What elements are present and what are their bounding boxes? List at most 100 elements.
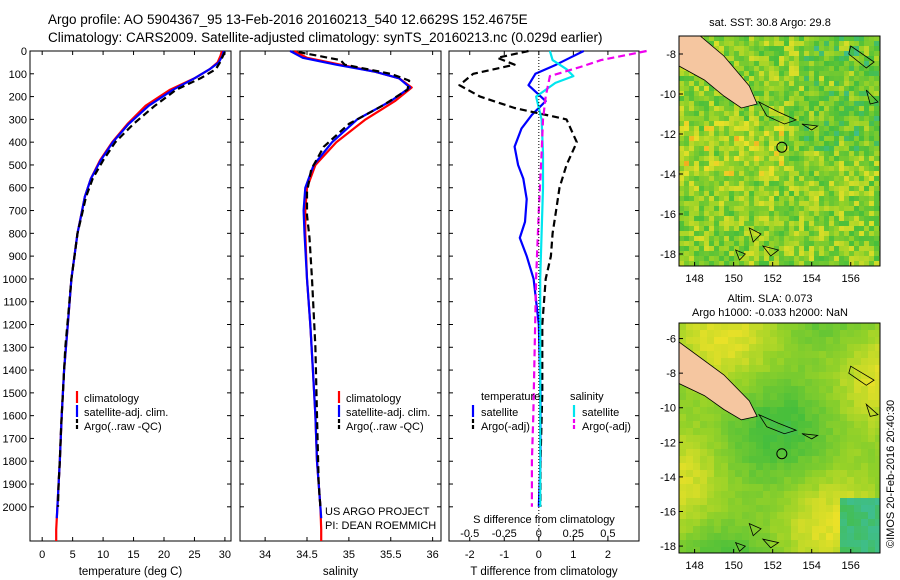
map-cell bbox=[826, 421, 834, 429]
map-cell bbox=[754, 116, 760, 122]
map-cell bbox=[849, 121, 855, 127]
map-cell bbox=[789, 256, 795, 262]
map-cell bbox=[759, 251, 765, 257]
map-cell bbox=[804, 216, 810, 222]
map-cell bbox=[719, 131, 725, 137]
sst-map-title: sat. SST: 30.8 Argo: 29.8 bbox=[709, 17, 831, 29]
map-cell bbox=[804, 71, 810, 77]
map-cell bbox=[774, 96, 780, 102]
map-cell bbox=[805, 547, 813, 553]
map-cell bbox=[844, 51, 850, 57]
map-cell bbox=[774, 106, 780, 112]
map-cell bbox=[689, 246, 695, 252]
map-cell bbox=[814, 136, 820, 142]
map-cell bbox=[754, 216, 760, 222]
map-cell bbox=[729, 101, 735, 107]
map-cell bbox=[774, 176, 780, 182]
map-cell bbox=[734, 181, 740, 187]
map-cell bbox=[834, 151, 840, 157]
map-cell bbox=[707, 407, 715, 415]
map-cell bbox=[854, 519, 862, 527]
map-cell bbox=[721, 526, 729, 534]
map-cell bbox=[824, 116, 830, 122]
map-cell bbox=[749, 540, 757, 548]
map-cell bbox=[798, 491, 806, 499]
map-cell bbox=[847, 414, 855, 422]
map-cell bbox=[694, 106, 700, 112]
map-x-tick-label: 156 bbox=[842, 560, 860, 572]
map-cell bbox=[874, 76, 880, 82]
map-cell bbox=[829, 201, 835, 207]
map-cell bbox=[739, 111, 745, 117]
map-cell bbox=[869, 236, 875, 242]
map-cell bbox=[874, 156, 880, 162]
map-cell bbox=[794, 91, 800, 97]
map-cell bbox=[756, 456, 764, 464]
map-cell bbox=[809, 136, 815, 142]
map-cell bbox=[779, 211, 785, 217]
y-tick-label: 700 bbox=[9, 206, 27, 218]
map-cell bbox=[834, 191, 840, 197]
map-cell bbox=[724, 221, 730, 227]
map-cell bbox=[742, 470, 750, 478]
map-cell bbox=[684, 241, 690, 247]
map-cell bbox=[689, 216, 695, 222]
series-satellite-adj-clim- bbox=[289, 50, 412, 519]
map-cell bbox=[834, 86, 840, 92]
map-cell bbox=[875, 323, 880, 331]
map-cell bbox=[799, 111, 805, 117]
map-cell bbox=[734, 211, 740, 217]
map-cell bbox=[759, 66, 765, 72]
map-cell bbox=[707, 435, 715, 443]
map-cell bbox=[729, 226, 735, 232]
map-cell bbox=[861, 414, 869, 422]
map-cell bbox=[826, 449, 834, 457]
map-cell bbox=[770, 414, 778, 422]
map-x-tick-label: 148 bbox=[685, 560, 703, 572]
map-cell bbox=[859, 91, 865, 97]
map-cell bbox=[754, 81, 760, 87]
map-cell bbox=[805, 505, 813, 513]
x-tick-label: 0 bbox=[536, 549, 542, 561]
map-cell bbox=[864, 116, 870, 122]
map-cell bbox=[859, 71, 865, 77]
map-cell bbox=[805, 456, 813, 464]
map-cell bbox=[791, 533, 799, 541]
map-cell bbox=[699, 81, 705, 87]
map-cell bbox=[686, 393, 694, 401]
map-cell bbox=[840, 449, 848, 457]
map-cell bbox=[709, 101, 715, 107]
map-cell bbox=[749, 161, 755, 167]
map-cell bbox=[791, 344, 799, 352]
map-cell bbox=[839, 56, 845, 62]
map-cell bbox=[854, 414, 862, 422]
map-cell bbox=[749, 400, 757, 408]
map-cell bbox=[847, 484, 855, 492]
map-cell bbox=[774, 131, 780, 137]
map-cell bbox=[874, 101, 880, 107]
map-cell bbox=[754, 86, 760, 92]
map-cell bbox=[869, 161, 875, 167]
map-cell bbox=[744, 46, 750, 52]
map-cell bbox=[799, 191, 805, 197]
map-cell bbox=[829, 216, 835, 222]
map-cell bbox=[744, 206, 750, 212]
map-cell bbox=[834, 196, 840, 202]
map-cell bbox=[844, 131, 850, 137]
map-cell bbox=[714, 181, 720, 187]
map-cell bbox=[769, 176, 775, 182]
map-cell bbox=[734, 56, 740, 62]
map-cell bbox=[875, 484, 880, 492]
map-cell bbox=[770, 505, 778, 513]
map-cell bbox=[707, 358, 715, 366]
map-cell bbox=[804, 256, 810, 262]
y-tick-label: 200 bbox=[9, 92, 27, 104]
map-cell bbox=[819, 201, 825, 207]
map-cell bbox=[714, 111, 720, 117]
map-cell bbox=[839, 221, 845, 227]
map-cell bbox=[829, 206, 835, 212]
map-cell bbox=[869, 246, 875, 252]
map-cell bbox=[794, 216, 800, 222]
map-cell bbox=[754, 56, 760, 62]
map-cell bbox=[739, 216, 745, 222]
